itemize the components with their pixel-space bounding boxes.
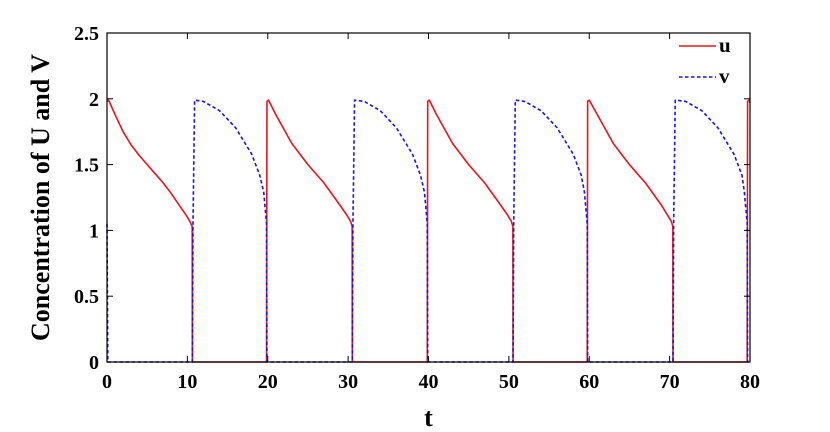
y-tick-label: 2: [89, 89, 99, 111]
x-tick-label: 20: [258, 371, 278, 393]
y-tick-label: 2.5: [74, 23, 99, 45]
x-tick-label: 60: [579, 371, 599, 393]
legend-label-u: u: [719, 33, 731, 57]
legend: uv: [679, 33, 731, 88]
y-tick-label: 0: [89, 352, 99, 374]
x-tick-label: 10: [177, 371, 197, 393]
x-tick-label: 80: [740, 371, 760, 393]
x-tick-label: 30: [338, 371, 358, 393]
y-tick-label: 1: [89, 220, 99, 242]
legend-label-v: v: [719, 64, 730, 88]
x-tick-label: 40: [419, 371, 439, 393]
y-tick-label: 0.5: [74, 286, 99, 308]
y-axis-title: Concentration of U and V: [26, 54, 55, 341]
series-line-v: [106, 99, 750, 363]
x-tick-label: 70: [660, 371, 680, 393]
x-axis: 0 10 20 30 40 50 60 70 80: [102, 33, 760, 393]
y-tick-label: 1.5: [74, 155, 99, 177]
x-tick-label: 50: [499, 371, 519, 393]
x-tick-label: 0: [102, 371, 112, 393]
y-axis: 0 0.5 1 1.5 2 2.5: [74, 23, 750, 374]
x-axis-title: t: [424, 403, 433, 432]
